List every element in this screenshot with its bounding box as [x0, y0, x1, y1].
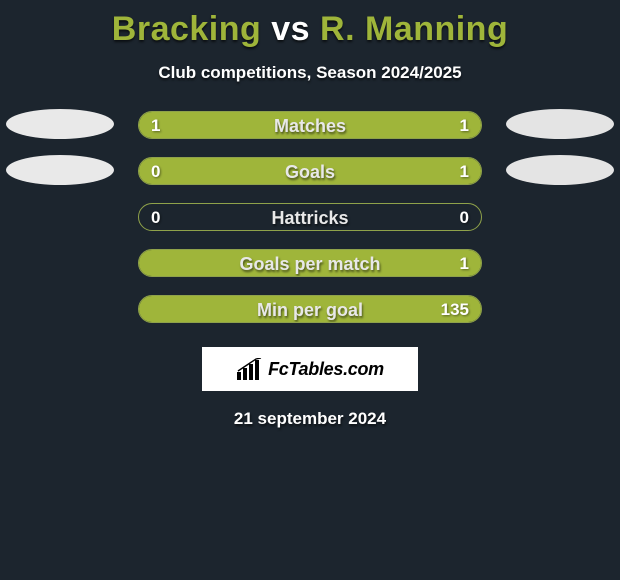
stat-row: 0 0Hattricks	[0, 203, 620, 249]
stat-value-right: 1	[460, 112, 469, 139]
stat-value-right: 0	[460, 204, 469, 231]
stat-bar: 0 0Hattricks	[138, 203, 482, 231]
stat-value-right: 1	[460, 250, 469, 277]
stat-value-left: 1	[151, 112, 160, 139]
vs-word: vs	[271, 10, 310, 48]
bar-chart-icon	[236, 358, 262, 380]
subtitle: Club competitions, Season 2024/2025	[0, 63, 620, 83]
stat-row: 01Goals	[0, 157, 620, 203]
stat-bar: 135Min per goal	[138, 295, 482, 323]
stat-value-left: 0	[151, 158, 160, 185]
brand-text: FcTables.com	[268, 359, 384, 380]
stat-value-right: 1	[460, 158, 469, 185]
stat-bar: 11Matches	[138, 111, 482, 139]
team-marker-left	[6, 155, 114, 185]
player-left-name: Bracking	[112, 10, 262, 48]
stat-value-left: 0	[151, 204, 160, 231]
brand-badge: FcTables.com	[202, 347, 418, 391]
player-right-name: R. Manning	[320, 10, 508, 48]
page-title: Bracking vs R. Manning	[0, 0, 620, 49]
stat-bar-right-fill	[139, 296, 481, 322]
stats-container: 11Matches01Goals00Hattricks1Goals per ma…	[0, 111, 620, 341]
stat-row: 11Matches	[0, 111, 620, 157]
team-marker-left	[6, 109, 114, 139]
team-marker-right	[506, 109, 614, 139]
stat-bar-left-fill	[139, 112, 310, 138]
stat-bar-right-fill	[310, 112, 481, 138]
team-marker-right	[506, 155, 614, 185]
stat-row: 1Goals per match	[0, 249, 620, 295]
stat-bar-right-fill	[201, 158, 481, 184]
stat-label: Hattricks	[139, 204, 481, 231]
stat-bar: 01Goals	[138, 157, 482, 185]
stat-bar: 1Goals per match	[138, 249, 482, 277]
stat-value-right: 135	[441, 296, 469, 323]
stat-bar-right-fill	[139, 250, 481, 276]
stat-bar-left-fill	[139, 158, 201, 184]
date-label: 21 september 2024	[0, 409, 620, 429]
stat-row: 135Min per goal	[0, 295, 620, 341]
